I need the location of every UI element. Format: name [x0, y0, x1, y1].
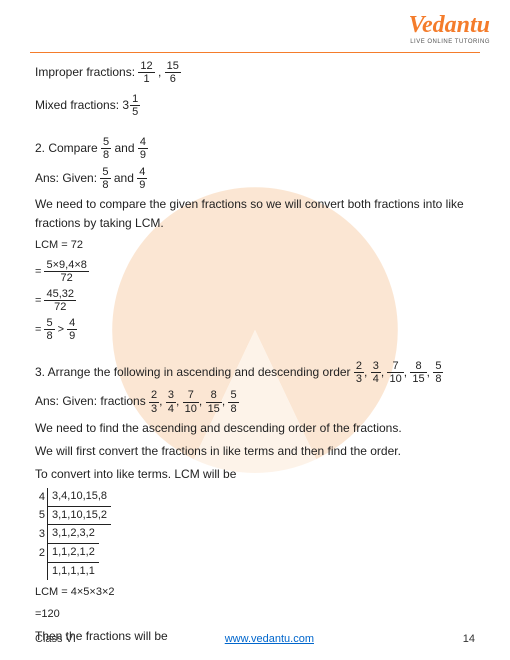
brand-header: Vedantu LIVE ONLINE TUTORING	[409, 12, 490, 45]
q3-question: 3. Arrange the following in ascending an…	[35, 360, 475, 385]
q3-explain2: We will first convert the fractions in l…	[35, 442, 475, 461]
lcm-table: 43,4,10,15,8 53,1,10,15,2 33,1,2,3,2 21,…	[35, 488, 475, 580]
q3-lcm-calc: LCM = 4×5×3×2	[35, 584, 475, 602]
q2-step2: = 45,3272	[35, 288, 475, 313]
q3-given: Ans: Given: fractions 23, 34, 710, 815, …	[35, 389, 475, 414]
q2-question: 2. Compare 58 and 49	[35, 136, 475, 161]
brand-name: Vedantu	[409, 12, 490, 39]
q2-result: = 58 > 49	[35, 317, 475, 342]
header-rule	[30, 52, 480, 53]
footer-page: 14	[463, 633, 475, 645]
q3-explain1: We need to find the ascending and descen…	[35, 419, 475, 438]
footer-class: Class VI	[35, 633, 76, 645]
q2-step1: = 5×9,4×872	[35, 259, 475, 284]
q3-lcm-val: =120	[35, 606, 475, 624]
improper-fractions-line: Improper fractions: 121 , 156	[35, 60, 475, 85]
brand-tagline: LIVE ONLINE TUTORING	[409, 39, 490, 45]
document-body: Improper fractions: 121 , 156 Mixed frac…	[35, 60, 475, 610]
page-footer: Class VI www.vedantu.com 14	[35, 633, 475, 645]
q2-explain: We need to compare the given fractions s…	[35, 195, 475, 233]
footer-url[interactable]: www.vedantu.com	[225, 633, 314, 645]
mixed-fractions-line: Mixed fractions: 315	[35, 93, 475, 118]
q3-explain3: To convert into like terms. LCM will be	[35, 465, 475, 484]
q2-lcm: LCM = 72	[35, 237, 475, 255]
q2-given: Ans: Given: 58 and 49	[35, 166, 475, 191]
